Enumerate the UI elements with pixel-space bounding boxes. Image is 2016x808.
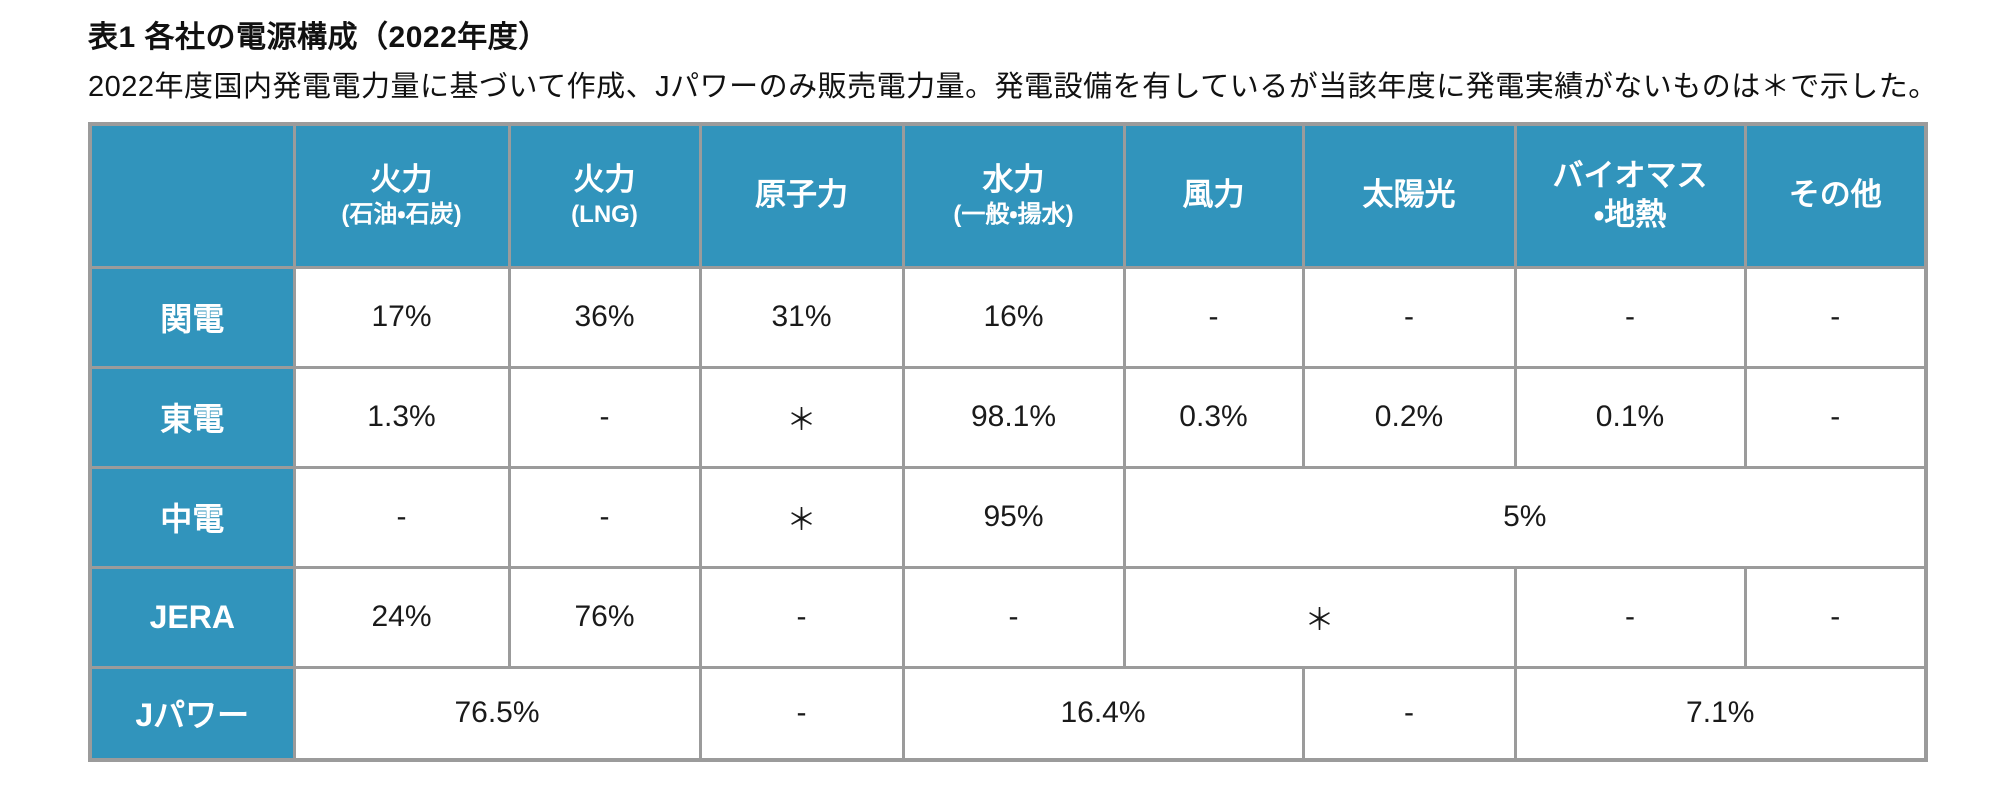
col-label: バイオマス [1552,158,1708,193]
data-cell: 0.1% [1513,365,1747,469]
table-row-jera: JERA 24% 76% - - ＊ - - [88,565,1928,669]
data-cell: - [1122,265,1305,369]
corner-cell [88,122,296,269]
data-cell: 16% [901,265,1126,369]
data-cell: 98.1% [901,365,1126,469]
data-cell: - [1743,265,1928,369]
col-sublabel: (石油・石炭) [341,201,462,229]
data-cell: - [507,465,702,569]
data-cell-merged: 76.5% [292,665,702,762]
row-header-jera: JERA [88,565,296,669]
data-cell: - [901,565,1126,669]
data-cell-merged: 16.4% [901,665,1305,762]
data-cell: 95% [901,465,1126,569]
data-cell: 24% [292,565,511,669]
table-row-jpower: Jパワー 76.5% - 16.4% - 7.1% [88,665,1928,762]
data-cell: - [1513,565,1747,669]
table-caption: 表1 各社の電源構成（2022年度） 2022年度国内発電電力量に基づいて作成、… [88,12,1998,105]
data-cell: ＊ [698,365,905,469]
col-header-solar: 太陽光 [1301,122,1517,269]
data-cell: - [1301,265,1517,369]
data-cell: 0.2% [1301,365,1517,469]
col-header-other: その他 [1743,122,1928,269]
table-row-kanden: 関電 17% 36% 31% 16% - - - - [88,265,1928,369]
data-cell: 1.3% [292,365,511,469]
col-label: 火力 [370,162,433,198]
col-label: 水力 [982,162,1045,198]
table-row-touden: 東電 1.3% - ＊ 98.1% 0.3% 0.2% 0.1% - [88,365,1928,469]
table-row-chuden: 中電 - - ＊ 95% 5% [88,465,1928,569]
row-header-touden: 東電 [88,365,296,469]
data-cell: - [698,565,905,669]
power-composition-table: 火力 (石油・石炭) 火力 (LNG) 原子力 水力 (一般・揚水) 風力 [88,122,1928,762]
col-label: 原子力 [755,177,848,213]
col-header-thermal-lng: 火力 (LNG) [507,122,702,269]
data-cell: 36% [507,265,702,369]
table-title: 表1 各社の電源構成（2022年度） [88,21,549,54]
col-sublabel: ・地熱 [1593,196,1667,232]
col-header-biomass-geothermal: バイオマス ・地熱 [1513,122,1747,269]
col-sublabel: (一般・揚水) [953,201,1074,229]
data-cell: 17% [292,265,511,369]
data-cell: 0.3% [1122,365,1305,469]
col-sublabel: (LNG) [571,201,638,229]
data-cell: 31% [698,265,905,369]
col-label: 太陽光 [1362,177,1456,213]
col-label: 風力 [1182,177,1245,213]
row-header-jpower: Jパワー [88,665,296,762]
data-cell: ＊ [698,465,905,569]
data-cell-merged: 7.1% [1513,665,1928,762]
data-cell: - [1513,265,1747,369]
col-header-thermal-oil-coal: 火力 (石油・石炭) [292,122,511,269]
row-header-chuden: 中電 [88,465,296,569]
col-header-wind: 風力 [1122,122,1305,269]
col-label: 火力 [573,162,636,198]
data-cell-merged: ＊ [1122,565,1517,669]
col-header-nuclear: 原子力 [698,122,905,269]
data-cell: - [507,365,702,469]
data-cell: - [1743,565,1928,669]
data-cell: - [698,665,905,762]
col-header-hydro: 水力 (一般・揚水) [901,122,1126,269]
table-subtitle: 2022年度国内発電電力量に基づいて作成、Jパワーのみ販売電力量。発電設備を有し… [88,71,1938,103]
col-label: その他 [1788,177,1882,213]
data-cell: - [292,465,511,569]
data-cell: - [1743,365,1928,469]
data-cell-merged: 5% [1122,465,1928,569]
data-cell: 76% [507,565,702,669]
row-header-kanden: 関電 [88,265,296,369]
header-row: 火力 (石油・石炭) 火力 (LNG) 原子力 水力 (一般・揚水) 風力 [88,122,1928,269]
data-cell: - [1301,665,1517,762]
